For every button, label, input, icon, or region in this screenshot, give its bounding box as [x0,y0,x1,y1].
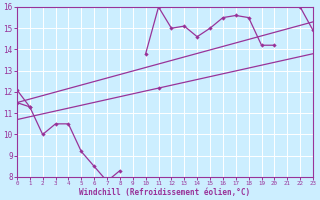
X-axis label: Windchill (Refroidissement éolien,°C): Windchill (Refroidissement éolien,°C) [79,188,251,197]
